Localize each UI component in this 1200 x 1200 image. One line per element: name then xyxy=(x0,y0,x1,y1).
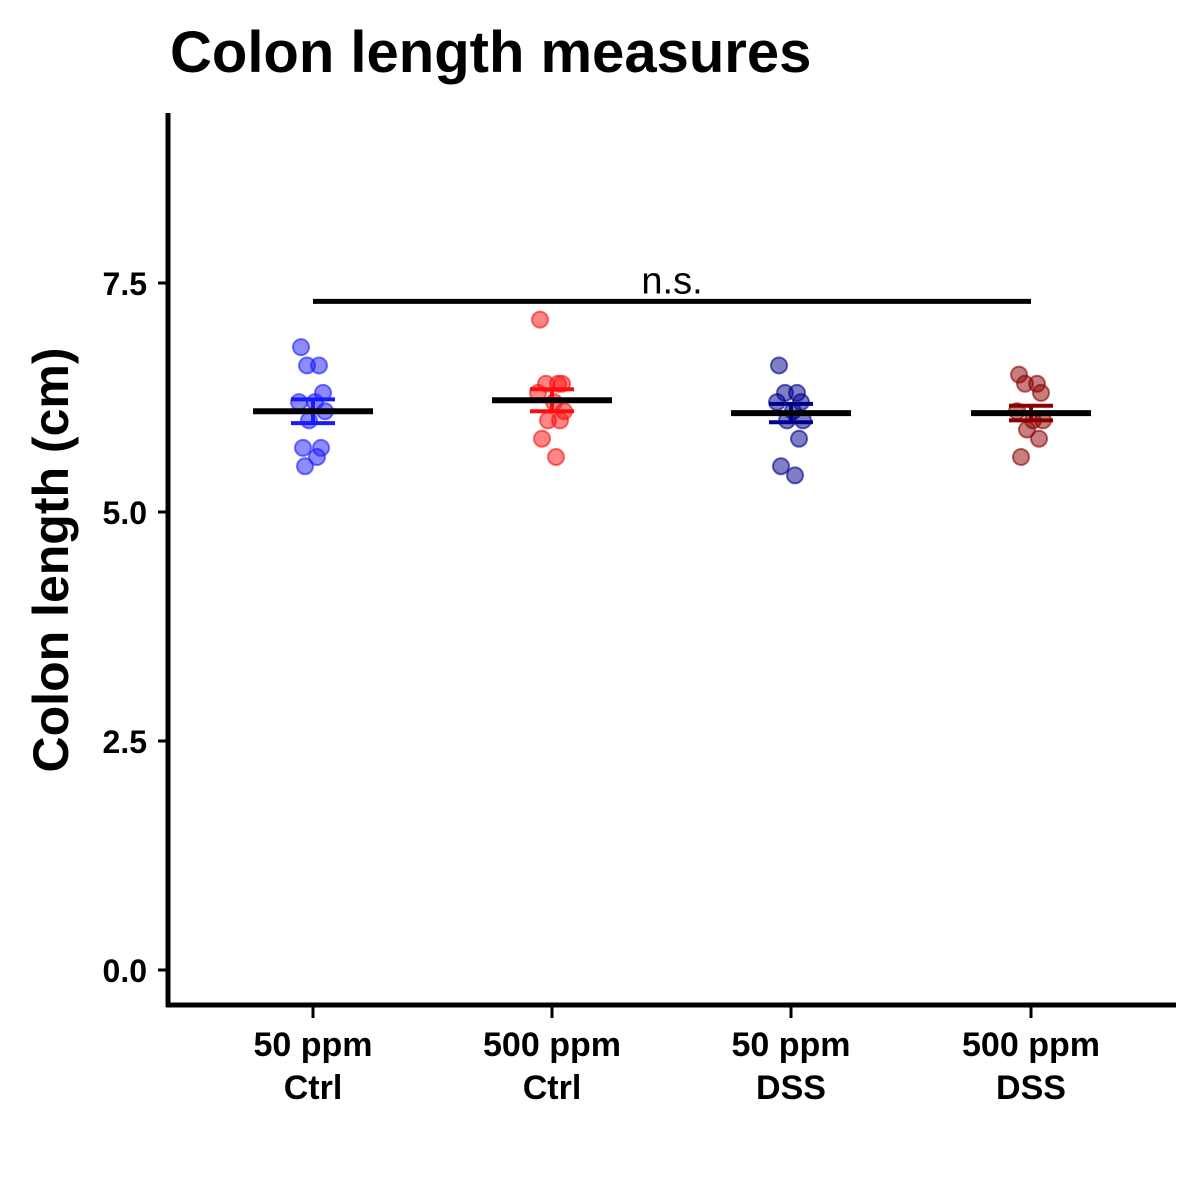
y-ticks: 0.0 2.5 5.0 7.5 xyxy=(103,266,168,989)
group-3 xyxy=(731,356,851,485)
x-tick-label-line2: DSS xyxy=(756,1069,826,1107)
x-ticks: 50 ppm Ctrl 500 ppm Ctrl 50 ppm DSS 500 ppm DSS xyxy=(253,1007,1100,1107)
data-point xyxy=(298,356,316,375)
x-tick-label-line2: Ctrl xyxy=(284,1069,343,1107)
x-tick-label-line2: Ctrl xyxy=(523,1069,582,1107)
y-tick-label: 7.5 xyxy=(103,266,147,302)
significance-annotation: n.s. xyxy=(313,260,1031,304)
group-4 xyxy=(971,365,1091,467)
x-tick-label-line1: 50 ppm xyxy=(731,1026,850,1064)
data-point xyxy=(290,393,308,412)
data-point xyxy=(1016,374,1034,393)
group-2 xyxy=(492,310,612,467)
x-tick-label-line1: 500 ppm xyxy=(962,1026,1100,1064)
data-point xyxy=(770,356,788,375)
data-groups xyxy=(253,310,1091,485)
data-point xyxy=(786,466,804,485)
data-point xyxy=(790,429,808,448)
data-point xyxy=(547,448,565,467)
significance-label: n.s. xyxy=(641,260,702,302)
data-point xyxy=(533,429,551,448)
x-tick-label-line2: DSS xyxy=(996,1069,1066,1107)
y-tick-label: 2.5 xyxy=(103,724,147,760)
data-point xyxy=(1012,448,1030,467)
data-point xyxy=(296,457,314,476)
data-point xyxy=(551,411,569,430)
y-axis-label: Colon length (cm) xyxy=(23,348,79,773)
group-1 xyxy=(253,338,373,476)
data-point xyxy=(1030,429,1048,448)
x-tick-label-line1: 50 ppm xyxy=(253,1026,372,1064)
data-point xyxy=(294,438,312,457)
data-point xyxy=(308,448,326,467)
data-point xyxy=(1032,383,1050,402)
data-point xyxy=(531,310,549,329)
chart-title: Colon length measures xyxy=(170,20,811,85)
y-tick-label: 5.0 xyxy=(103,495,147,531)
data-point xyxy=(292,338,310,357)
data-point xyxy=(772,457,790,476)
y-tick-label: 0.0 xyxy=(103,953,147,989)
x-tick-label-line1: 500 ppm xyxy=(483,1026,621,1064)
